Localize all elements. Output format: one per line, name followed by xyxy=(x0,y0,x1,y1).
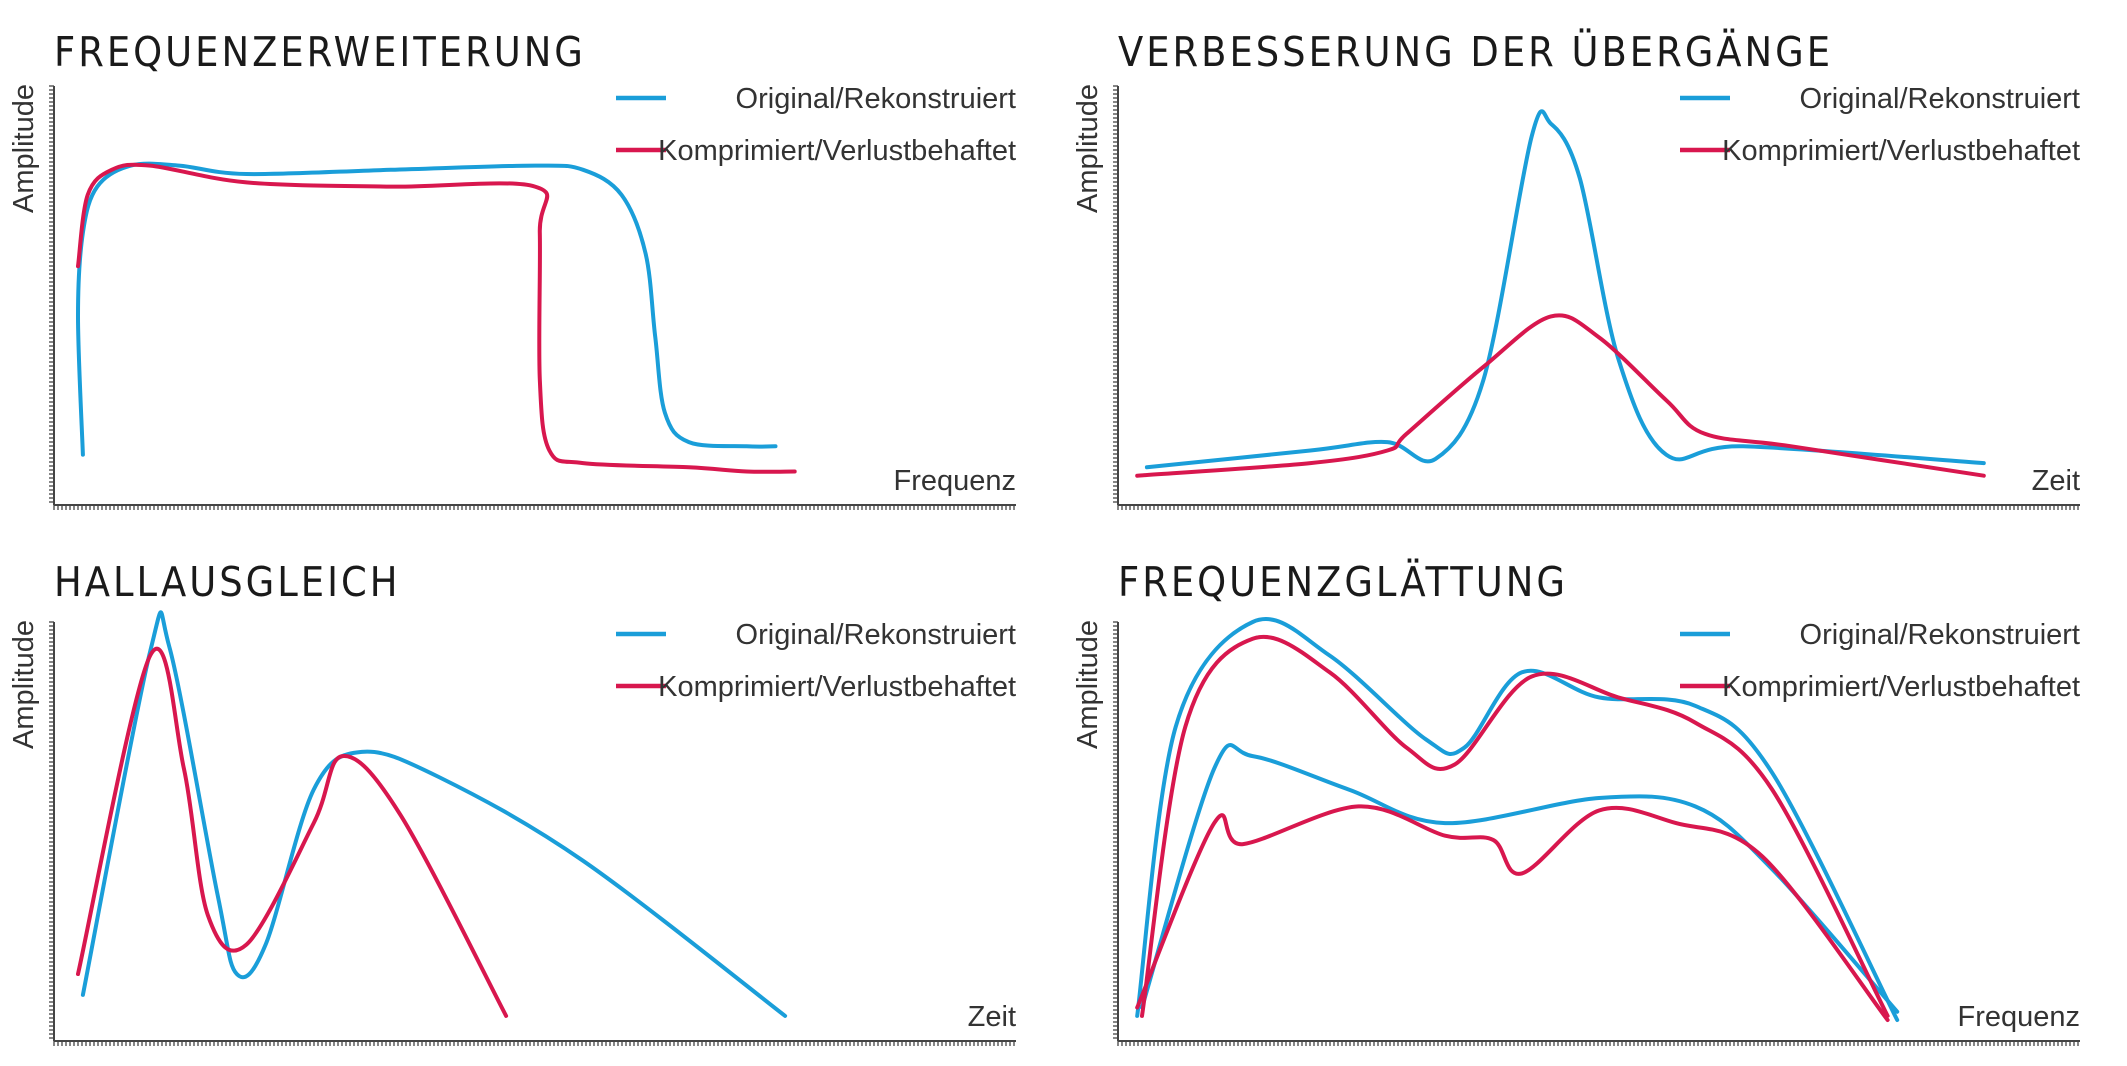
chart-title: FREQUENZERWEITERUNG xyxy=(54,28,586,76)
y-axis xyxy=(1113,621,1119,1041)
x-axis-label: Frequenz xyxy=(893,465,1016,497)
y-axis-label: Amplitude xyxy=(8,620,40,749)
chart-title: HALLAUSGLEICH xyxy=(54,558,400,606)
chart-panel-4: FREQUENZGLÄTTUNG Amplitude Frequenz Origina… xyxy=(1072,558,2080,1046)
x-axis-label: Zeit xyxy=(2032,465,2080,497)
legend: Original/Rekonstruiert Komprimiert/Verlus… xyxy=(616,83,1016,167)
series-line-1 xyxy=(76,161,778,457)
series-line-2 xyxy=(76,162,797,474)
chart-panel-1: FREQUENZERWEITERUNG Amplitude Frequenz Orig… xyxy=(8,28,1016,510)
chart-title: VERBESSERUNG DER ÜBERGÄNGE xyxy=(1118,28,1833,76)
chart-panel-3: HALLAUSGLEICH Amplitude Zeit Original/Rekon… xyxy=(8,558,1016,1046)
legend: Original/Rekonstruiert Komprimiert/Verlus… xyxy=(1680,83,2080,167)
x-axis-label: Zeit xyxy=(968,1001,1016,1033)
series-line-1 xyxy=(80,610,788,1018)
y-axis xyxy=(49,85,55,505)
legend-label: Original/Rekonstruiert xyxy=(1800,619,2080,651)
chart-panel-2: VERBESSERUNG DER ÜBERGÄNGE Amplitude Zeit O… xyxy=(1072,28,2080,510)
series-line-4 xyxy=(1135,804,1890,1022)
x-axis-label: Frequenz xyxy=(1957,1001,2080,1033)
y-axis xyxy=(49,621,55,1041)
series-line-2 xyxy=(76,646,509,1018)
x-axis xyxy=(1117,504,2080,510)
y-axis xyxy=(1113,85,1119,505)
legend-label: Original/Rekonstruiert xyxy=(736,83,1016,115)
y-axis-label: Amplitude xyxy=(8,84,40,213)
series-line-1 xyxy=(1135,617,1900,1022)
legend-label: Komprimiert/Verlustbehaftet xyxy=(1722,671,2080,703)
y-axis-label: Amplitude xyxy=(1072,84,1104,213)
x-axis xyxy=(53,1040,1016,1046)
legend-label: Komprimiert/Verlustbehaftet xyxy=(658,671,1016,703)
series-line-3 xyxy=(1140,635,1890,1018)
y-axis-label: Amplitude xyxy=(1072,620,1104,749)
legend: Original/Rekonstruiert Komprimiert/Verlus… xyxy=(1680,619,2080,703)
chart-title: FREQUENZGLÄTTUNG xyxy=(1118,558,1568,606)
legend-label: Komprimiert/Verlustbehaftet xyxy=(658,135,1016,167)
legend-label: Original/Rekonstruiert xyxy=(1800,83,2080,115)
x-axis xyxy=(53,504,1016,510)
x-axis xyxy=(1117,1040,2080,1046)
legend-label: Komprimiert/Verlustbehaftet xyxy=(1722,135,2080,167)
legend-label: Original/Rekonstruiert xyxy=(736,619,1016,651)
series-line-1 xyxy=(1144,109,1986,470)
legend: Original/Rekonstruiert Komprimiert/Verlus… xyxy=(616,619,1016,703)
series-line-2 xyxy=(1135,313,1986,478)
